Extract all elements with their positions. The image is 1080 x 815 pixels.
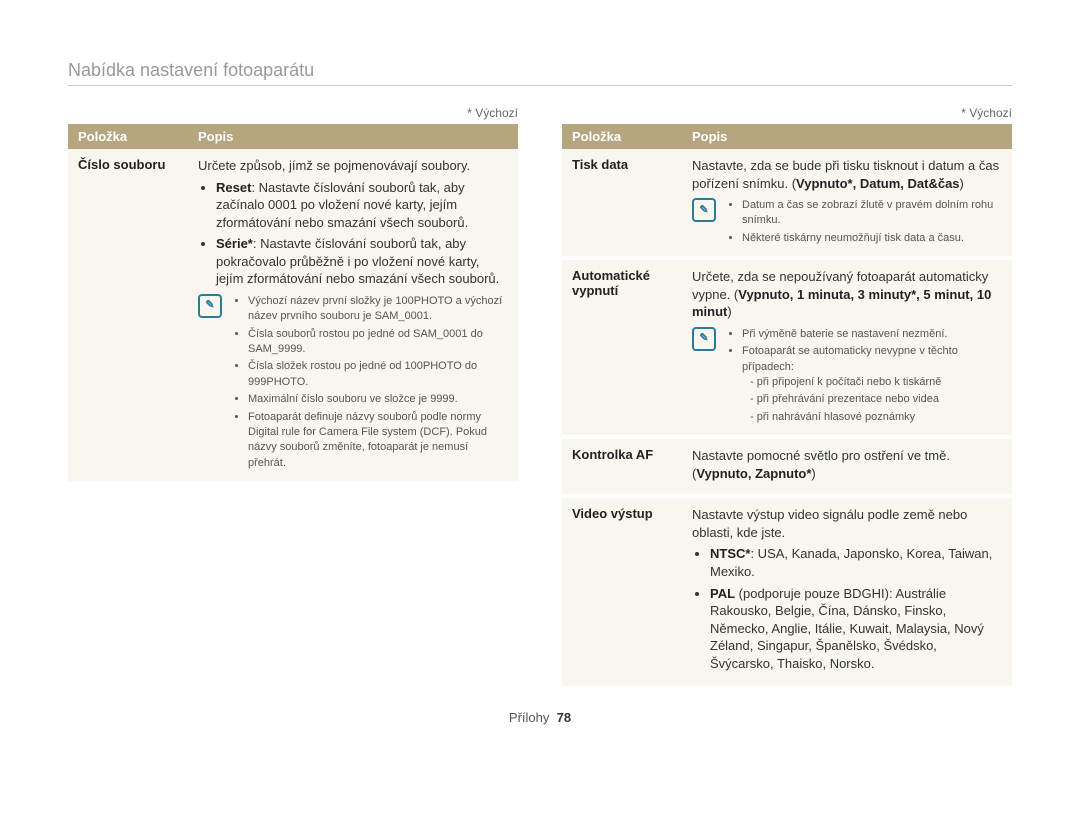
default-marker-right: * Výchozí (562, 106, 1012, 120)
item-video-out: Video výstup (562, 496, 682, 688)
item-file-number: Číslo souboru (68, 149, 188, 483)
col-header-item: Položka (68, 124, 188, 149)
video-out-pal: PAL (podporuje pouze BDGHI): Austrálie R… (710, 585, 1002, 673)
print-date-notes: Datum a čas se zobrazí žlutě v pravém do… (726, 198, 1002, 248)
col-header-desc: Popis (682, 124, 1012, 149)
desc-video-out: Nastavte výstup video signálu podle země… (682, 496, 1012, 688)
footer-page-number: 78 (557, 710, 571, 725)
item-af-lamp: Kontrolka AF (562, 437, 682, 496)
desc-auto-off: Určete, zda se nepoužívaný fotoaparát au… (682, 258, 1012, 437)
file-number-notes: Výchozí název první složky je 100PHOTO a… (232, 294, 508, 473)
desc-print-date: Nastavte, zda se bude při tisku tisknout… (682, 149, 1012, 258)
desc-file-number: Určete způsob, jímž se pojmenovávají sou… (188, 149, 518, 483)
file-number-intro: Určete způsob, jímž se pojmenovávají sou… (198, 157, 508, 175)
file-number-reset: Reset: Nastavte číslování souborů tak, a… (216, 179, 508, 232)
page-title: Nabídka nastavení fotoaparátu (68, 60, 1012, 86)
note-icon: ✎ (692, 198, 716, 222)
page-footer: Přílohy 78 (68, 710, 1012, 725)
note-icon: ✎ (198, 294, 222, 318)
file-number-series: Série*: Nastavte číslování souborů tak, … (216, 235, 508, 288)
item-print-date: Tisk data (562, 149, 682, 258)
video-out-ntsc: NTSC*: USA, Kanada, Japonsko, Korea, Tai… (710, 545, 1002, 580)
right-column: * Výchozí Položka Popis Tisk data Nastav… (562, 106, 1012, 690)
footer-section: Přílohy (509, 710, 549, 725)
note-icon: ✎ (692, 327, 716, 351)
col-header-desc: Popis (188, 124, 518, 149)
settings-table-right: Položka Popis Tisk data Nastavte, zda se… (562, 124, 1012, 690)
default-marker-left: * Výchozí (68, 106, 518, 120)
item-auto-off: Automatické vypnutí (562, 258, 682, 437)
col-header-item: Položka (562, 124, 682, 149)
settings-table-left: Položka Popis Číslo souboru Určete způso… (68, 124, 518, 485)
desc-af-lamp: Nastavte pomocné světlo pro ostření ve t… (682, 437, 1012, 496)
left-column: * Výchozí Položka Popis Číslo souboru Ur… (68, 106, 518, 690)
auto-off-notes: Při výměně baterie se nastavení nezmění.… (726, 327, 1002, 427)
